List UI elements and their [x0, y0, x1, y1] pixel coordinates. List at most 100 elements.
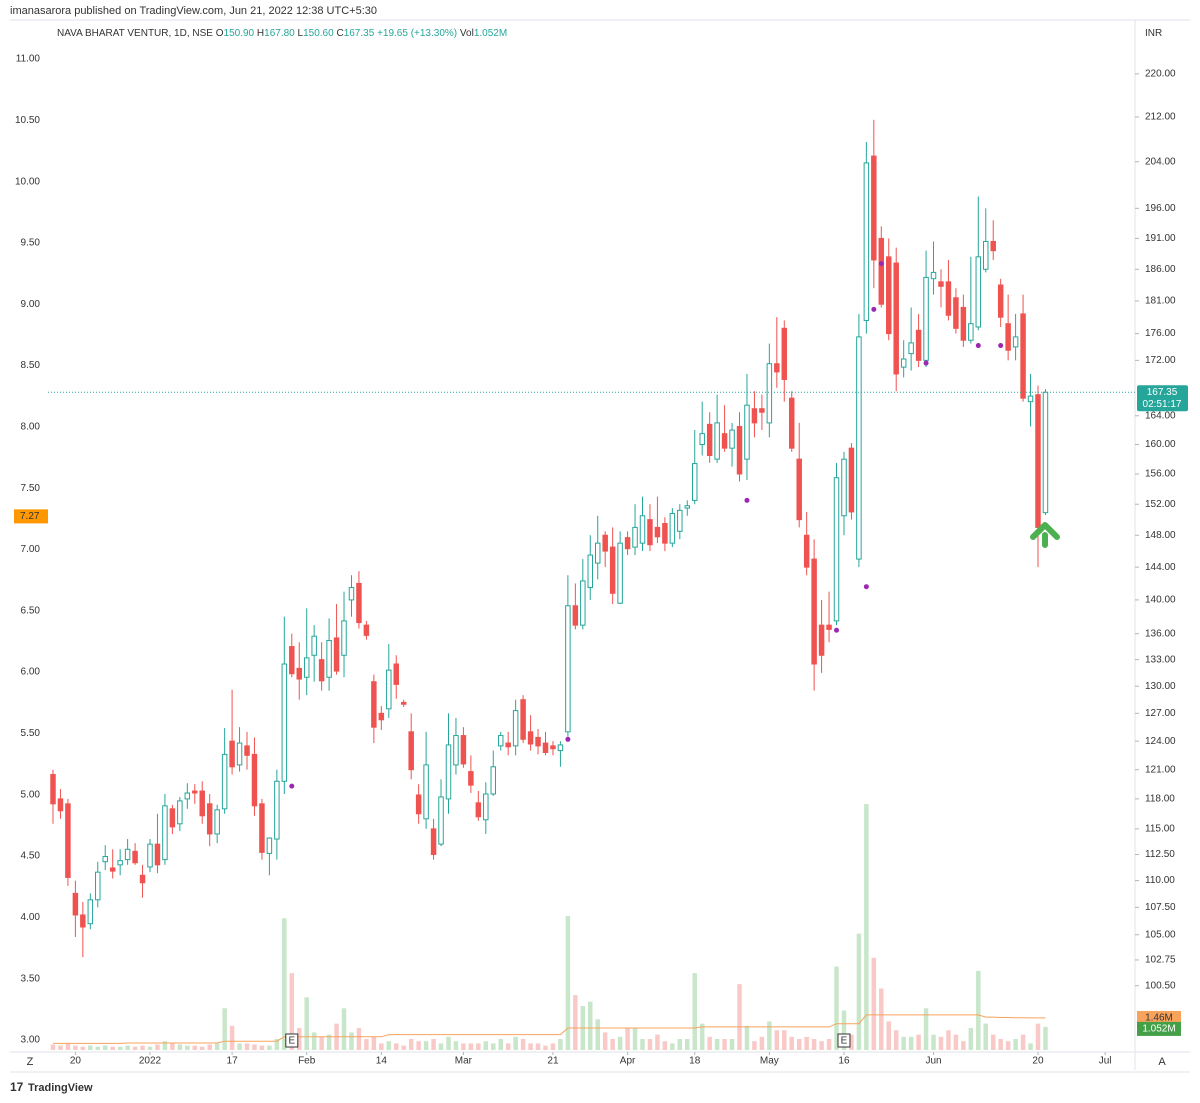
candle-body	[960, 306, 967, 341]
candle-body	[460, 735, 467, 765]
candle-body	[729, 429, 735, 449]
candle-body	[527, 731, 534, 745]
y2-tick-label: 11.00	[16, 54, 41, 65]
y2-tick-label: 3.50	[21, 973, 41, 984]
brand-logo: 17	[10, 1080, 24, 1094]
volume-bar	[73, 1045, 78, 1050]
candle-body	[535, 736, 541, 747]
volume-bar	[1043, 1026, 1048, 1050]
volume-bar	[655, 1034, 660, 1050]
volume-bar	[1035, 1023, 1041, 1050]
l-label: L	[297, 28, 304, 39]
volume-bar	[729, 1039, 735, 1050]
candle-body	[147, 843, 153, 868]
candle-body	[423, 764, 429, 820]
y-tick-label: 133.00	[1145, 654, 1176, 665]
candle-body	[580, 580, 586, 626]
vol-label: Vol	[459, 28, 474, 39]
y2-tick-label: 6.50	[21, 605, 41, 616]
volume-bar	[976, 970, 981, 1050]
y2-tick-label: 8.50	[21, 360, 41, 371]
candle-body	[706, 423, 713, 456]
y-tick-label: 144.00	[1145, 562, 1176, 573]
volume-bar	[371, 1036, 377, 1050]
x-tick-label: 20	[1032, 1056, 1044, 1067]
volume-bar	[1028, 1043, 1033, 1050]
candle-body	[938, 281, 944, 287]
volume-bar	[558, 1039, 563, 1050]
candle-body	[542, 742, 549, 753]
candle-body	[378, 712, 385, 721]
candle-body	[475, 802, 482, 818]
candle-body	[95, 871, 101, 901]
candle-body	[766, 363, 773, 424]
volume-bar	[1013, 1039, 1018, 1050]
y2-tick-label: 4.50	[21, 851, 41, 862]
volume-bar	[229, 1025, 235, 1050]
candle-body	[751, 408, 758, 424]
candle-body	[826, 624, 832, 630]
volume-bar	[311, 1032, 317, 1050]
signal-dot	[834, 627, 840, 633]
candle-body	[617, 542, 623, 604]
candle-body	[594, 542, 601, 564]
candle-body	[602, 534, 608, 552]
volume-bar	[1020, 1034, 1026, 1050]
candle-body	[1005, 323, 1011, 351]
volume-bar	[349, 1032, 354, 1050]
candle-body	[348, 587, 355, 601]
candle-body	[908, 342, 914, 355]
volume-bar	[789, 1036, 794, 1050]
y2-tick-label: 7.50	[21, 483, 41, 494]
candle-body	[1027, 395, 1034, 403]
y2-tick-label: 8.00	[21, 421, 41, 432]
signal-dot	[923, 360, 929, 366]
y2-tick-label: 7.00	[21, 544, 41, 555]
volume-bar	[923, 1008, 929, 1050]
x-tick-label: 18	[689, 1056, 701, 1067]
candle-body	[512, 710, 519, 747]
candle-body	[841, 458, 847, 517]
signal-dot	[565, 736, 571, 742]
volume-bar	[438, 1043, 444, 1050]
scale-button[interactable]: Z	[27, 1056, 34, 1068]
auto-button[interactable]: A	[1158, 1056, 1166, 1068]
h-label: H	[256, 28, 265, 39]
candle-body	[117, 860, 123, 866]
y-tick-label: 186.00	[1145, 264, 1176, 275]
volume-bar	[319, 1036, 324, 1050]
volume-bar	[125, 1045, 130, 1050]
c-label: C	[336, 28, 344, 39]
candle-body	[871, 155, 877, 261]
change: +19.65 (+13.30%)	[377, 28, 458, 39]
candle-body	[781, 327, 788, 380]
volume-bar	[640, 1039, 645, 1050]
candle-body	[878, 237, 885, 305]
volume-bar	[588, 1001, 593, 1050]
candle-body	[1042, 391, 1049, 514]
candle-body	[789, 397, 795, 449]
volume-bar	[953, 1034, 959, 1050]
signal-dot	[878, 261, 884, 267]
volume-bar	[259, 1045, 265, 1050]
candle-body	[311, 635, 317, 656]
volume-bar	[916, 1034, 921, 1050]
y2-tick-label: 5.50	[21, 728, 41, 739]
candle-body	[930, 271, 937, 280]
volume-bar	[200, 1046, 205, 1050]
volume-bar	[297, 1028, 302, 1050]
volume-ma	[53, 1014, 1046, 1044]
volume-bar	[998, 1039, 1003, 1050]
publisher: imanasarora published on TradingView.com…	[10, 5, 378, 17]
signal-dot	[871, 306, 877, 312]
y-tick-label: 118.00	[1145, 794, 1175, 805]
volume-bar	[707, 1036, 712, 1050]
volume-value-label: 1.052M	[1142, 1024, 1175, 1035]
volume-bar	[498, 1039, 503, 1050]
currency: INR	[1145, 28, 1163, 39]
candle-body	[192, 790, 198, 794]
volume-bar	[222, 1008, 227, 1050]
candle-body	[468, 771, 474, 786]
candle-body	[647, 519, 653, 546]
